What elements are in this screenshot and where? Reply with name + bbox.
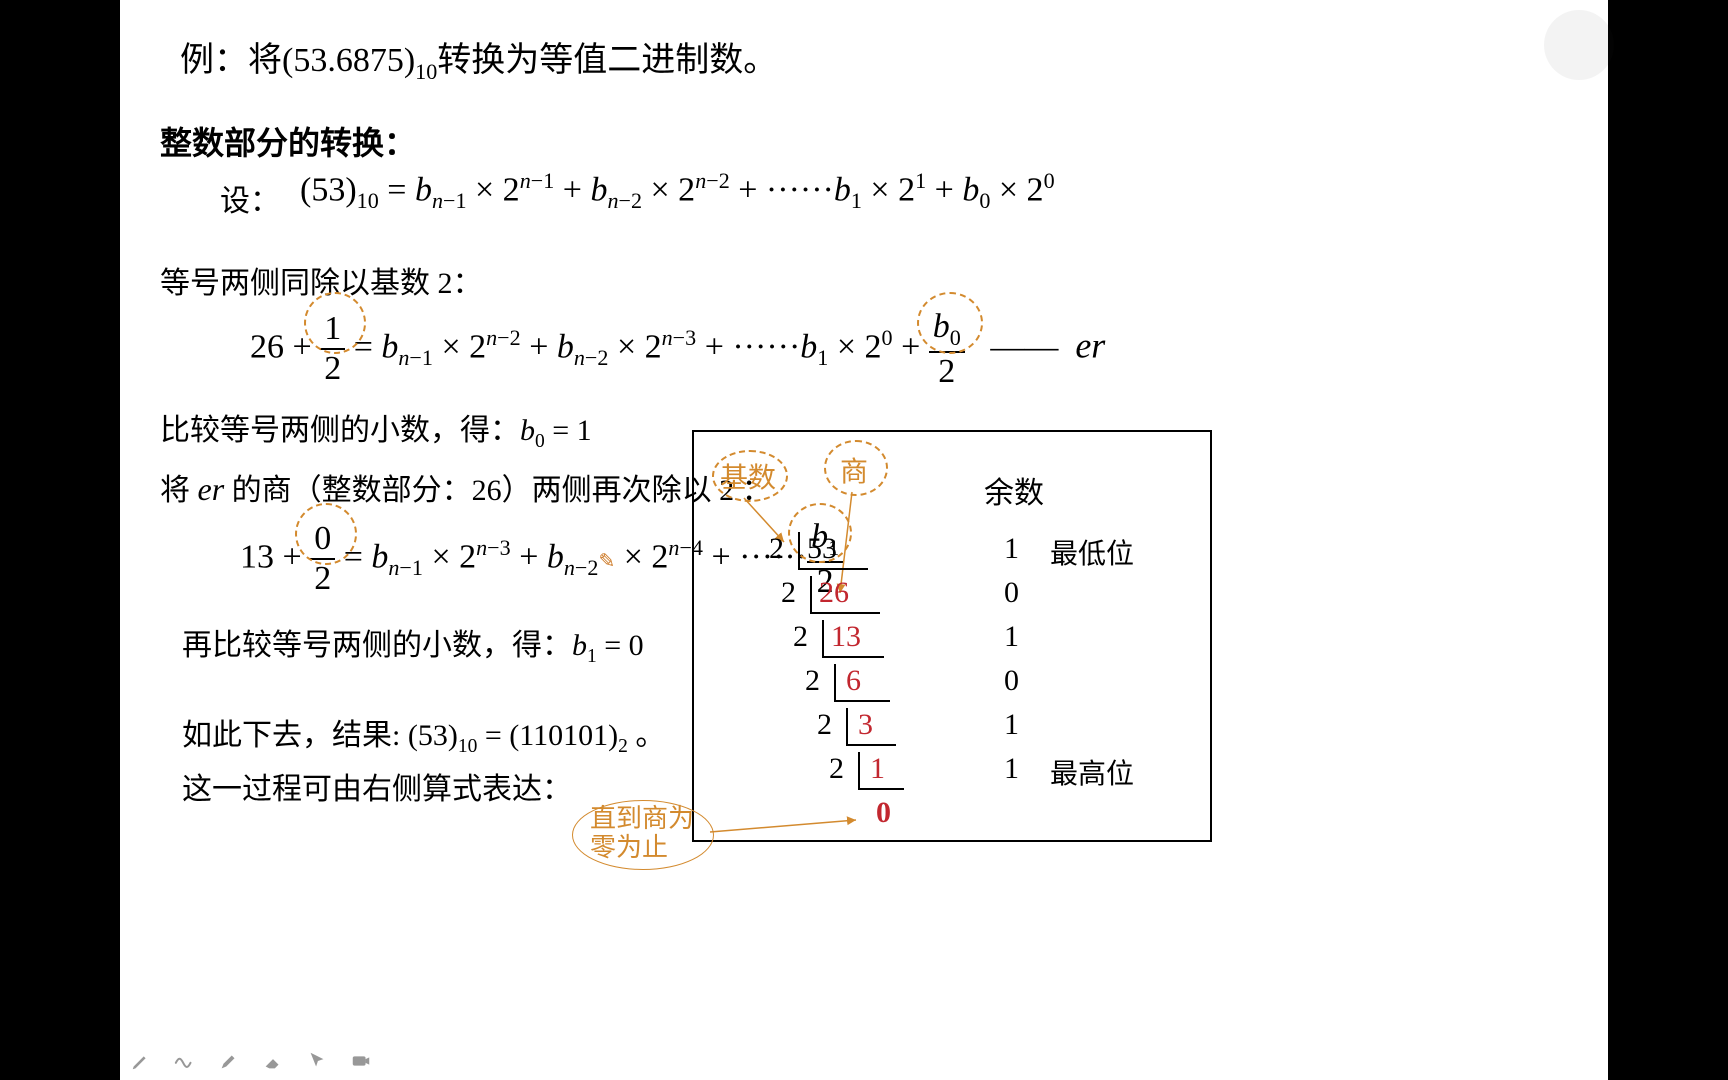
compare1-var: b: [520, 414, 535, 447]
section-heading: 整数部分的转换：: [160, 118, 416, 164]
eq3-frac-den: 2: [310, 560, 335, 596]
bubble-quot-text: 商: [840, 450, 868, 490]
label-low: 最低位: [1050, 532, 1134, 572]
compare2-sub: 1: [587, 646, 597, 667]
row6-r: 1: [1004, 752, 1019, 786]
row2-hline: [810, 612, 880, 614]
row4-r: 0: [1004, 664, 1019, 698]
stop-text-2: 零为止: [590, 833, 668, 862]
row6-hline: [858, 788, 904, 790]
express: 这一过程可由右侧算式表达：: [182, 764, 572, 808]
eraser-icon[interactable]: [262, 1050, 284, 1072]
compare2-val: = 0: [597, 629, 644, 662]
stop-text-1: 直到商为: [590, 804, 694, 833]
wave-icon[interactable]: [174, 1050, 196, 1072]
eq2-end-den: 2: [929, 353, 965, 389]
row4-hline: [834, 700, 890, 702]
circle-1-2: [304, 292, 366, 354]
row1-r: 1: [1004, 532, 1019, 566]
pointer-icon[interactable]: [306, 1050, 328, 1072]
highlighter-icon[interactable]: [218, 1050, 240, 1072]
row1-vline: [798, 532, 800, 568]
row1-b: 2: [769, 532, 784, 566]
row4-q: 6: [846, 664, 861, 698]
row1-hline: [798, 568, 868, 570]
stop-text: 直到商为 零为止: [590, 805, 694, 862]
circle-b0-2: [917, 292, 983, 354]
toolbar: [130, 1050, 372, 1072]
row6-q: 1: [870, 752, 885, 786]
row3-r: 1: [1004, 620, 1019, 654]
result: 如此下去，结果: (53)10 = (110101)2 。: [182, 710, 665, 758]
row5-r: 1: [1004, 708, 1019, 742]
compare2-var: b: [572, 629, 587, 662]
eq2-frac-den: 2: [320, 350, 345, 386]
header-rem: 余数: [984, 468, 1044, 512]
row2-q: 26: [819, 576, 849, 610]
compare1-text: 比较等号两侧的小数，得：: [160, 414, 520, 447]
compare1-val: = 1: [545, 414, 592, 447]
compare1-sub: 0: [535, 431, 545, 452]
row6-b: 2: [829, 752, 844, 786]
circle-0-2: [295, 503, 357, 565]
arrow-stop: [708, 812, 888, 852]
row3-q: 13: [831, 620, 861, 654]
result-lead: 如此下去，结果:: [182, 719, 408, 752]
row1-q: 53: [807, 532, 837, 566]
row3-vline: [822, 620, 824, 656]
row4-vline: [834, 664, 836, 700]
compare2: 再比较等号两侧的小数，得：b1 = 0: [182, 620, 644, 668]
row2-r: 0: [1004, 576, 1019, 610]
compare1: 比较等号两侧的小数，得：b0 = 1: [160, 405, 592, 453]
row3-hline: [822, 656, 884, 658]
row4-b: 2: [805, 664, 820, 698]
slide-content: 例：将(53.6875)10转换为等值二进制数。 整数部分的转换： 设： (53…: [120, 0, 1608, 1080]
eq1: (53)10 = bn−1 × 2n−1 + bn−2 × 2n−2 + ···…: [300, 168, 1055, 214]
camera-icon[interactable]: [350, 1050, 372, 1072]
row5-hline: [846, 744, 896, 746]
row5-b: 2: [817, 708, 832, 742]
step2: 将 er 的商（整数部分：26）两侧再次除以 2 ：: [160, 465, 772, 509]
row5-q: 3: [858, 708, 873, 742]
label-high: 最高位: [1050, 752, 1134, 792]
title: 例：将(53.6875)10转换为等值二进制数。: [180, 32, 777, 85]
calc-box: 基数 商 余数 2 53 1 最低位 2 26: [692, 430, 1212, 842]
row5-vline: [846, 708, 848, 744]
compare2-text: 再比较等号两侧的小数，得：: [182, 629, 572, 662]
row3-b: 2: [793, 620, 808, 654]
row2-b: 2: [781, 576, 796, 610]
row2-vline: [810, 576, 812, 612]
set-label: 设：: [220, 176, 280, 220]
row6-vline: [858, 752, 860, 788]
pen-icon[interactable]: [130, 1050, 152, 1072]
